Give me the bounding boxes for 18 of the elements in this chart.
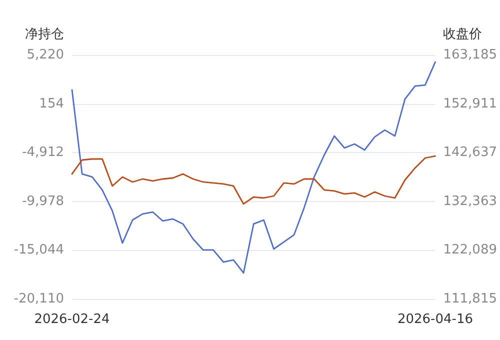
y2-tick-label: 142,637: [443, 145, 498, 160]
y-tick-label: 154: [39, 96, 64, 112]
y2-axis-title: 收盘价: [443, 27, 482, 42]
y-tick-label: 5,220: [26, 48, 64, 62]
y2-tick-label: 132,363: [443, 194, 498, 209]
line-series: [71, 61, 436, 274]
y-tick-label: -20,110: [14, 292, 64, 306]
y2-tick-label: 111,815: [443, 292, 498, 306]
y-tick-label: -9,978: [22, 194, 64, 209]
y-tick-label: -15,044: [14, 242, 64, 258]
line-series: [71, 155, 436, 205]
x-tick-label: 2026-02-24: [34, 312, 110, 327]
y2-tick-label: 163,185: [443, 48, 498, 62]
y-tick-label: -4,912: [22, 145, 64, 160]
x-tick-label: 2026-04-16: [397, 312, 474, 327]
y2-tick-label: 152,911: [443, 96, 498, 112]
y2-tick-label: 122,089: [443, 242, 498, 258]
y-axis-title: 净持仓: [25, 27, 64, 42]
